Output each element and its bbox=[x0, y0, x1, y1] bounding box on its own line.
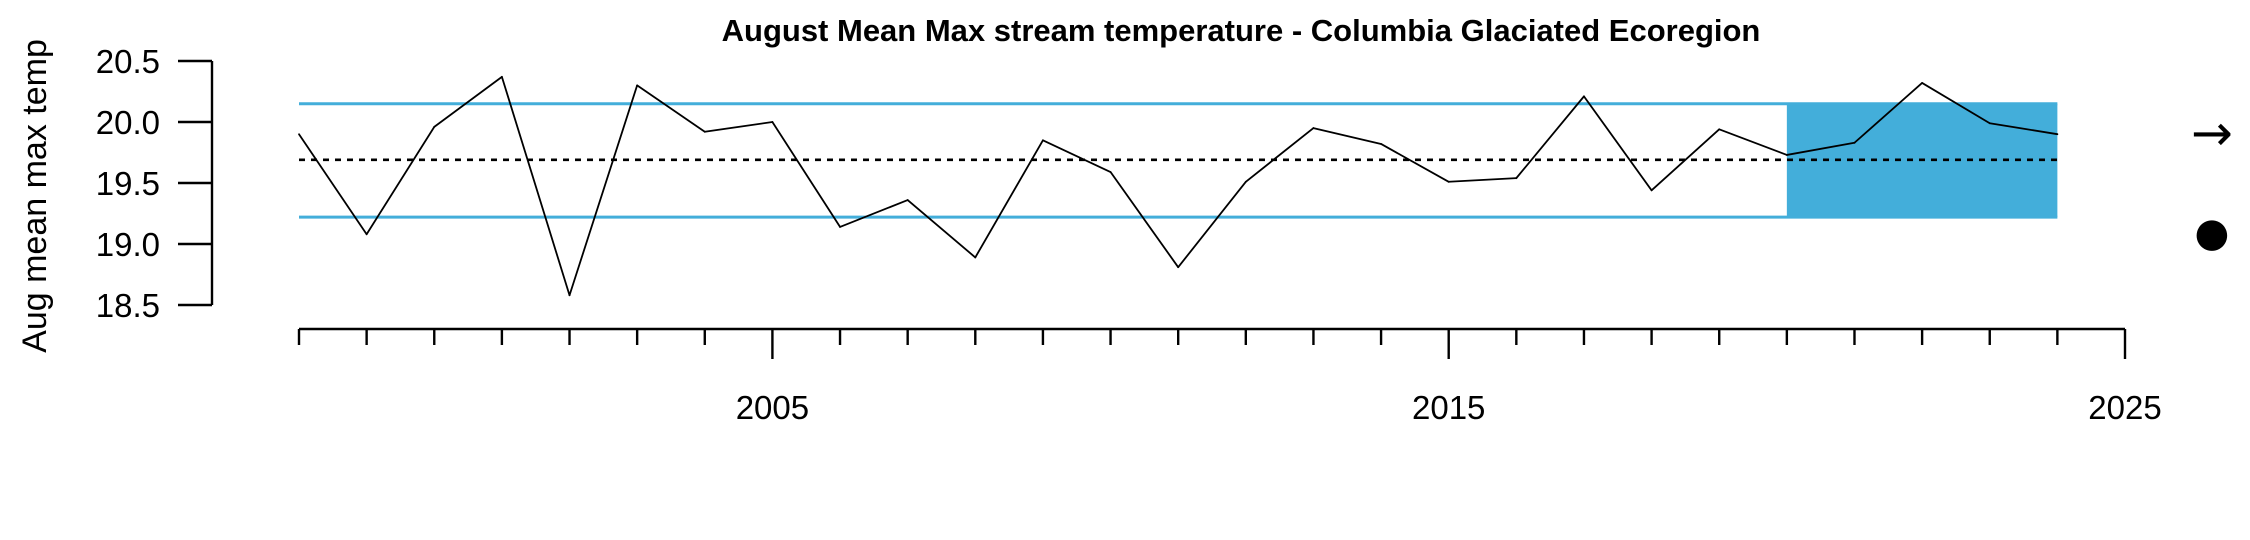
y-tick-label: 19.5 bbox=[96, 165, 160, 202]
series-segment bbox=[636, 84, 706, 133]
series-segment bbox=[1515, 95, 1585, 180]
series-segment bbox=[771, 121, 841, 228]
series-segment bbox=[1650, 128, 1721, 192]
x-tick-label: 2025 bbox=[2088, 389, 2161, 426]
y-tick-label: 18.5 bbox=[96, 287, 160, 324]
series-segment bbox=[1177, 180, 1247, 269]
series-segment bbox=[1785, 141, 1856, 156]
series-segment bbox=[1244, 127, 1315, 183]
series-segment bbox=[974, 139, 1044, 259]
y-tick-label: 19.0 bbox=[96, 226, 160, 263]
series-segment bbox=[1042, 139, 1112, 173]
series-segment bbox=[500, 75, 571, 297]
y-axis-label: Aug mean max temp bbox=[16, 39, 54, 353]
y-tick-label: 20.0 bbox=[96, 104, 160, 141]
series-segment bbox=[906, 199, 977, 259]
series-segment bbox=[298, 133, 368, 236]
chart-title: August Mean Max stream temperature - Col… bbox=[722, 13, 1761, 48]
series-segment bbox=[365, 125, 436, 236]
series-segment bbox=[1380, 143, 1450, 183]
series-segment bbox=[1921, 82, 1991, 125]
plot-layer: 18.5 19.0 19.5 20.0 20.5 2005 2015 2025 bbox=[96, 43, 2162, 426]
series-segment bbox=[1312, 127, 1382, 145]
x-tick-label: 2005 bbox=[736, 389, 809, 426]
series-segment bbox=[568, 84, 639, 297]
x-tick-label: 2015 bbox=[1412, 389, 1485, 426]
series-segment bbox=[1988, 122, 2059, 136]
series-segment bbox=[1447, 177, 1518, 183]
trend-arrow-icon: → bbox=[2191, 104, 2233, 162]
series-segment bbox=[839, 199, 909, 228]
series-segment bbox=[433, 75, 503, 128]
series-segment bbox=[1583, 95, 1653, 192]
series-segment bbox=[703, 121, 774, 133]
mean-indicator-icon: ● bbox=[2195, 210, 2230, 256]
series-segment bbox=[1718, 128, 1788, 156]
series-segment bbox=[1109, 171, 1180, 269]
series-segment bbox=[1853, 82, 1924, 144]
y-tick-label: 20.5 bbox=[96, 43, 160, 80]
